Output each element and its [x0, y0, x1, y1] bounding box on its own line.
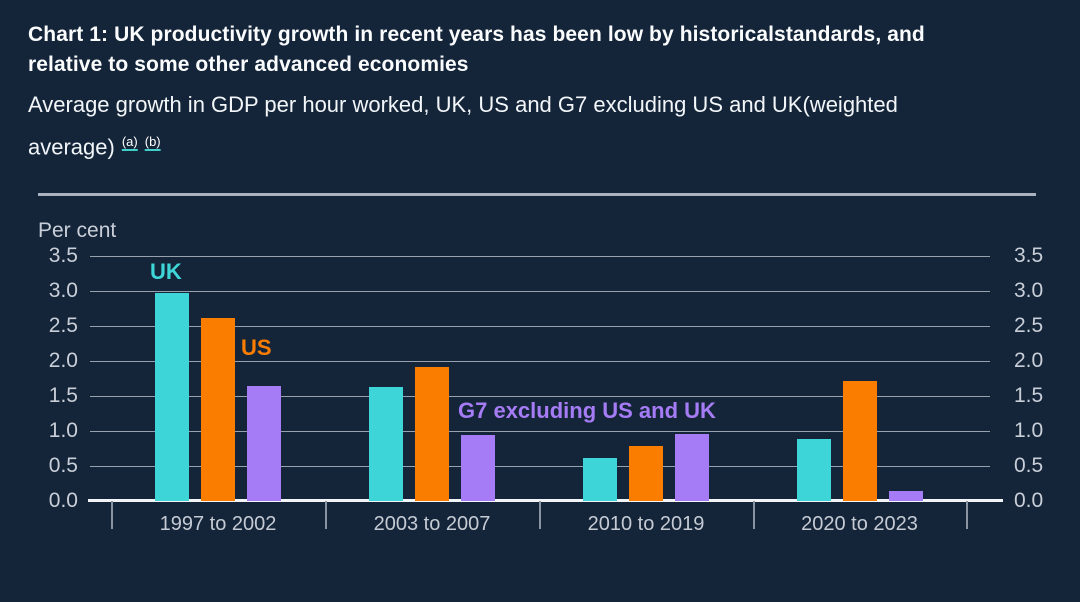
series-label-uk: UK: [150, 259, 182, 284]
x-axis-category-label: 1997 to 2002: [159, 513, 277, 535]
subtitle-text: Average growth in GDP per hour worked, U…: [28, 92, 898, 160]
x-axis-category-label: 2010 to 2019: [587, 513, 705, 535]
chart-title: Chart 1: UK productivity growth in recen…: [28, 23, 925, 76]
y-axis-tick-label-left: 3.0: [48, 279, 78, 302]
y-axis-tick-label-right: 1.5: [1014, 384, 1044, 407]
bar-g7-excluding-us-and-uk-2010-to-2019: [675, 433, 709, 501]
y-axis-tick-label-left: 3.5: [48, 244, 78, 267]
x-axis-category-label: 2020 to 2023: [801, 513, 918, 535]
y-axis-tick-label-left: 1.5: [48, 384, 78, 407]
bar-uk-2003-to-2007: [369, 386, 403, 501]
x-axis-line: [88, 499, 1003, 502]
series-label-us: US: [241, 335, 272, 360]
y-axis-tick-label-right: 1.0: [1014, 419, 1044, 442]
bar-g7-excluding-us-and-uk-2020-to-2023: [888, 490, 923, 501]
bar-uk-2010-to-2019: [583, 457, 617, 501]
x-axis-tick: [966, 501, 968, 529]
x-axis-tick: [325, 501, 327, 529]
y-axis-tick-label-right: 2.0: [1014, 349, 1044, 372]
y-axis-tick-label-left: 1.0: [48, 419, 78, 442]
y-axis-tick-label-right: 3.5: [1014, 244, 1044, 267]
gridline: [90, 431, 990, 432]
bar-uk-2020-to-2023: [796, 438, 831, 501]
bar-g7-excluding-us-and-uk-1997-to-2002: [247, 386, 281, 501]
bar-us-2003-to-2007: [415, 366, 449, 501]
chart-header: Chart 1: UK productivity growth in recen…: [0, 0, 1080, 165]
y-axis-tick-label-right: 3.0: [1014, 279, 1044, 302]
gridline: [90, 466, 990, 467]
plot-area: 3.5 3.5 3.0 3.0 2.5 2.5 2.0 2.0 1.5 1.5 1.0 1.0 0.5 0…: [0, 193, 1080, 602]
chart-subtitle: Average growth in GDP per hour worked, U…: [28, 86, 933, 165]
gridline: [90, 291, 990, 292]
y-axis-tick-label-right: 0.5: [1014, 454, 1044, 477]
y-axis-tick-label-left: 0.5: [48, 454, 78, 477]
y-axis-unit-label: Per cent: [38, 219, 117, 242]
bar-us-2020-to-2023: [842, 380, 877, 501]
footnote-link-a[interactable]: (a): [121, 134, 138, 149]
y-axis-tick-label-right: 0.0: [1014, 489, 1044, 512]
footnote-link-b[interactable]: (b): [144, 134, 161, 149]
y-axis-tick-label-left: 2.0: [48, 349, 78, 372]
bar-uk-1997-to-2002: [155, 293, 189, 501]
y-axis-tick-label-left: 0.0: [48, 489, 78, 512]
y-axis-tick-label-left: 2.5: [48, 314, 78, 337]
bar-chart: Per cent 3.5 3.5 3.0 3.0 2.5 2.5 2.0 2.0 1.5 1.5 1…: [0, 193, 1080, 602]
gridline: [90, 396, 990, 397]
x-axis-category-label: 2003 to 2007: [373, 513, 491, 535]
gridline: [90, 326, 990, 327]
series-label-g7-excluding-us-and-uk: G7 excluding US and UK: [458, 398, 716, 423]
x-axis-tick: [539, 501, 541, 529]
gridline: [90, 256, 990, 257]
y-axis-tick-label-right: 2.5: [1014, 314, 1044, 337]
bar-us-1997-to-2002: [201, 318, 235, 501]
top-separator-line: [38, 193, 1036, 196]
bar-us-2010-to-2019: [629, 445, 663, 501]
bar-g7-excluding-us-and-uk-2003-to-2007: [461, 435, 495, 501]
x-axis-tick: [753, 501, 755, 529]
x-axis-tick: [111, 501, 113, 529]
gridline: [90, 361, 990, 362]
